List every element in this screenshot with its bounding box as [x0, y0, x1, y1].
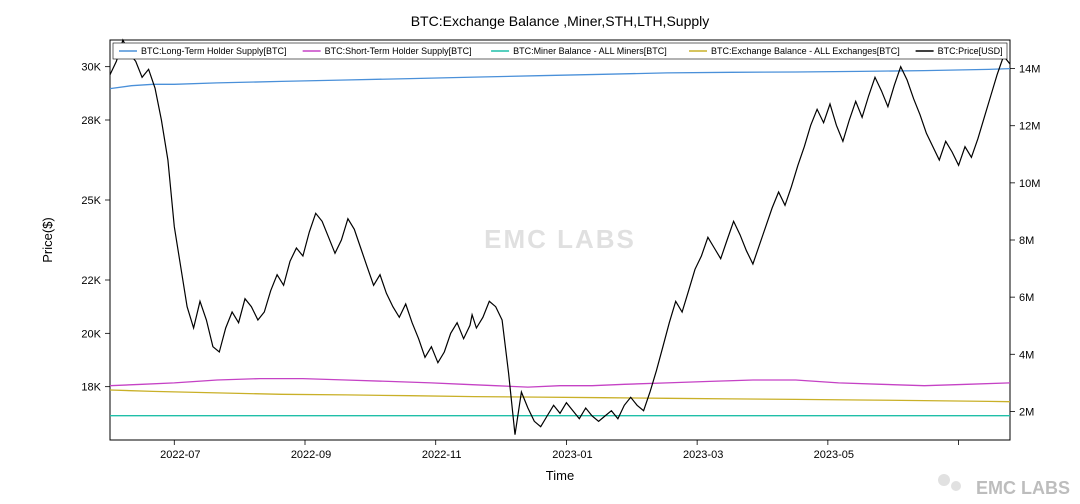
- chart-svg: BTC:Exchange Balance ,Miner,STH,LTH,Supp…: [0, 0, 1080, 504]
- legend-label: BTC:Long-Term Holder Supply[BTC]: [141, 46, 287, 56]
- xtick: 2023-01: [552, 449, 592, 461]
- ytick-right: 6M: [1019, 292, 1034, 304]
- ytick-right: 4M: [1019, 349, 1034, 361]
- legend-label: BTC:Exchange Balance - ALL Exchanges[BTC…: [711, 46, 900, 56]
- ytick-left: 20K: [81, 328, 101, 340]
- xtick: 2023-03: [683, 449, 723, 461]
- chart-container: BTC:Exchange Balance ,Miner,STH,LTH,Supp…: [0, 0, 1080, 504]
- legend-label: BTC:Miner Balance - ALL Miners[BTC]: [513, 46, 667, 56]
- x-axis-label: Time: [546, 468, 574, 483]
- watermark-corner: EMC LABS: [976, 478, 1070, 498]
- y-axis-label-left: Price($): [40, 217, 55, 263]
- xtick: 2022-07: [160, 449, 200, 461]
- ytick-right: 14M: [1019, 64, 1040, 76]
- ytick-right: 12M: [1019, 121, 1040, 133]
- legend-label: BTC:Price[USD]: [938, 46, 1003, 56]
- ytick-left: 28K: [81, 115, 101, 127]
- watermark-center: EMC LABS: [484, 224, 636, 254]
- ytick-left: 25K: [81, 195, 101, 207]
- series-sth: [110, 379, 1010, 388]
- ytick-left: 22K: [81, 275, 101, 287]
- legend-label: BTC:Short-Term Holder Supply[BTC]: [325, 46, 472, 56]
- xtick: 2022-09: [291, 449, 331, 461]
- series-exchange: [110, 390, 1010, 402]
- legend: BTC:Long-Term Holder Supply[BTC] BTC:Shor…: [113, 43, 1007, 59]
- ytick-right: 2M: [1019, 406, 1034, 418]
- ytick-right: 10M: [1019, 178, 1040, 190]
- xtick: 2022-11: [422, 449, 462, 461]
- chart-title: BTC:Exchange Balance ,Miner,STH,LTH,Supp…: [411, 13, 710, 29]
- ytick-left: 30K: [81, 62, 101, 74]
- ytick-right: 8M: [1019, 235, 1034, 247]
- xtick: 2023-05: [814, 449, 854, 461]
- ytick-left: 18K: [81, 382, 101, 394]
- wechat-icon: [938, 474, 961, 491]
